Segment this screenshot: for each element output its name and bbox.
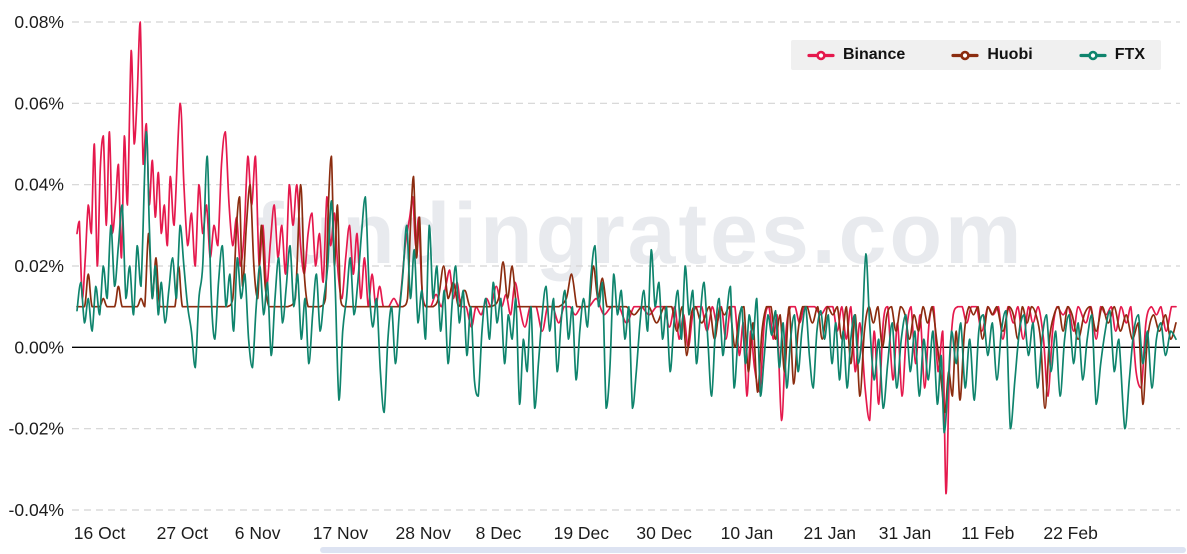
legend-label-binance: Binance xyxy=(843,46,906,63)
x-axis-tick-label: 21 Jan xyxy=(803,523,856,543)
legend-item-binance[interactable]: Binance xyxy=(807,46,905,64)
y-axis-tick-label: 0.08% xyxy=(14,12,64,32)
x-axis-tick-label: 11 Feb xyxy=(961,523,1014,543)
x-axis-tick-label: 19 Dec xyxy=(554,523,610,543)
y-axis-tick-label: -0.02% xyxy=(9,419,64,439)
y-axis-tick-label: 0.02% xyxy=(14,256,64,276)
legend-label-ftx: FTX xyxy=(1114,46,1145,63)
series-ftx-line xyxy=(76,130,1177,434)
y-axis-tick-label: 0.06% xyxy=(14,93,64,113)
x-axis-tick-label: 31 Jan xyxy=(879,523,932,543)
y-axis-tick-label: 0.04% xyxy=(14,175,64,195)
x-axis-tick-label: 10 Jan xyxy=(721,523,774,543)
x-axis-tick-label: 16 Oct xyxy=(74,523,126,543)
legend-item-ftx[interactable]: FTX xyxy=(1079,46,1145,64)
series-binance-line xyxy=(76,21,1177,495)
legend-label-huobi: Huobi xyxy=(987,46,1033,63)
y-axis-tick-label: -0.04% xyxy=(9,500,64,520)
x-axis-tick-label: 27 Oct xyxy=(157,523,209,543)
chart-legend: Binance Huobi FTX xyxy=(791,40,1161,70)
x-axis-tick-label: 28 Nov xyxy=(396,523,452,543)
x-axis-tick-label: 6 Nov xyxy=(235,523,281,543)
horizontal-scrollbar[interactable] xyxy=(320,547,1186,553)
y-axis-tick-label: 0.00% xyxy=(14,337,64,357)
x-axis-tick-label: 17 Nov xyxy=(313,523,369,543)
binance-series-marker-icon xyxy=(807,50,835,60)
x-axis-tick-label: 30 Dec xyxy=(636,523,692,543)
huobi-series-marker-icon xyxy=(951,50,979,60)
x-axis-tick-label: 8 Dec xyxy=(476,523,522,543)
ftx-series-marker-icon xyxy=(1079,50,1107,60)
x-axis-tick-label: 22 Feb xyxy=(1043,523,1097,543)
series-huobi-line xyxy=(76,155,1177,414)
legend-item-huobi[interactable]: Huobi xyxy=(951,46,1033,64)
